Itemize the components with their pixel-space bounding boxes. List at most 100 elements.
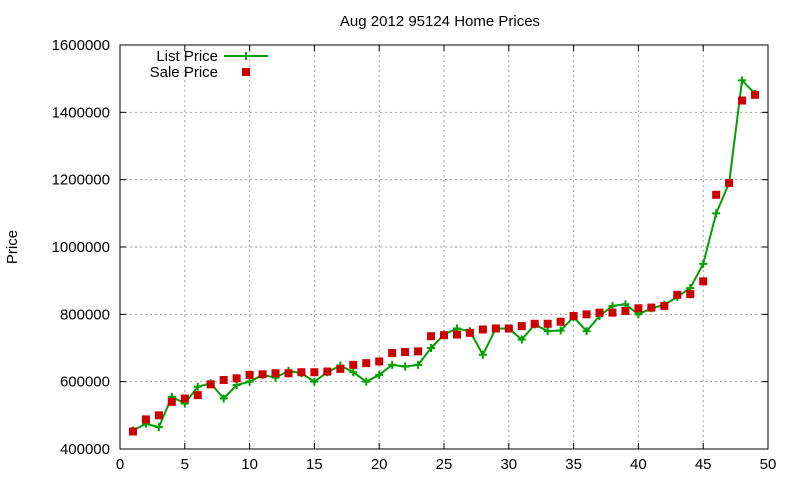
sale-price-point — [647, 303, 656, 312]
sale-price-point — [206, 380, 215, 389]
sale-price-point — [310, 368, 319, 377]
legend-sample-list-price-marker — [242, 52, 250, 60]
sale-price-point — [180, 394, 189, 403]
sale-price-point — [349, 360, 358, 369]
sale-price-point — [219, 375, 228, 384]
list-price-point — [478, 350, 487, 359]
sale-price-point — [297, 368, 306, 377]
sale-price-point — [517, 322, 526, 331]
series-sale-price — [128, 90, 760, 436]
y-axis-label: Price — [4, 230, 21, 264]
sale-price-point — [569, 312, 578, 321]
sale-price-point — [478, 325, 487, 334]
sale-price-point — [530, 319, 539, 328]
sale-price-point — [595, 308, 604, 317]
sale-price-point — [323, 367, 332, 376]
list-price-point — [543, 327, 552, 336]
sale-price-point — [686, 290, 695, 299]
list-price-point — [349, 368, 358, 377]
list-price-point — [401, 362, 410, 371]
list-price-point — [427, 344, 436, 352]
sale-price-point — [751, 90, 760, 99]
sale-price-point — [167, 397, 176, 406]
x-tick-label: 40 — [630, 456, 647, 473]
x-tick-label: 45 — [695, 456, 712, 473]
sale-price-point — [543, 319, 552, 328]
sale-price-point — [491, 324, 500, 333]
list-price-point — [699, 259, 708, 268]
list-price-point — [582, 327, 591, 336]
sale-price-point — [284, 369, 293, 378]
legend-label-sale-price: Sale Price — [150, 64, 218, 81]
sale-price-point — [673, 290, 682, 299]
y-tick-label: 600000 — [60, 374, 110, 391]
x-tick-label: 5 — [181, 456, 189, 473]
legend-label-list-price: List Price — [156, 48, 218, 65]
sale-price-point — [660, 301, 669, 310]
sale-price-point — [634, 304, 643, 313]
axes: 0 5 10 15 20 25 30 35 40 45 50 400000 600000 800000 10… — [52, 37, 777, 473]
y-tick-label: 1600000 — [52, 37, 110, 54]
grid-lines — [120, 45, 768, 449]
y-tick-label: 1200000 — [52, 172, 110, 189]
sale-price-point — [414, 347, 423, 356]
y-tick-label: 800000 — [60, 306, 110, 323]
sale-price-point — [128, 427, 137, 436]
list-price-point — [362, 377, 371, 386]
legend: List Price Sale Price — [150, 48, 268, 81]
chart-title: Aug 2012 95124 Home Prices — [340, 13, 540, 30]
sale-price-point — [582, 310, 591, 319]
list-price-point — [556, 326, 565, 335]
x-tick-label: 25 — [436, 456, 453, 473]
sale-price-point — [154, 411, 163, 420]
list-price-point — [712, 209, 721, 218]
x-tick-label: 15 — [306, 456, 323, 473]
sale-price-point — [271, 369, 280, 378]
x-tick-label: 10 — [241, 456, 258, 473]
y-tick-label: 1000000 — [52, 239, 110, 256]
sale-price-point — [712, 190, 721, 199]
sale-price-point — [440, 331, 448, 340]
list-price-point — [245, 377, 254, 386]
sale-price-point — [427, 332, 436, 341]
y-tick-label: 1400000 — [52, 104, 110, 121]
x-tick-label: 35 — [565, 456, 582, 473]
list-price-point — [414, 360, 423, 369]
list-price-point — [738, 76, 747, 85]
sale-price-point — [699, 277, 708, 286]
sale-price-point — [258, 370, 267, 379]
sale-price-point — [725, 179, 734, 188]
legend-sample-sale-price-marker — [242, 68, 250, 76]
list-price-point — [310, 377, 319, 386]
sale-price-point — [504, 324, 513, 333]
sale-price-point — [141, 415, 150, 424]
x-tick-label: 50 — [760, 456, 777, 473]
sale-price-point — [375, 357, 384, 366]
sale-price-point — [362, 359, 371, 368]
list-price-point — [517, 335, 526, 344]
list-price-point — [608, 301, 617, 310]
sale-price-point — [193, 391, 202, 400]
sale-price-point — [388, 349, 397, 358]
sale-price-point — [245, 370, 254, 379]
list-price-point — [621, 300, 630, 309]
sale-price-point — [232, 374, 241, 383]
list-price-point — [219, 394, 228, 403]
x-tick-label: 0 — [116, 456, 124, 473]
sale-price-point — [401, 348, 410, 357]
sale-price-point — [621, 306, 630, 315]
list-price-point — [375, 370, 384, 379]
sale-price-point — [608, 308, 617, 317]
x-tick-label: 20 — [371, 456, 388, 473]
y-tick-label: 400000 — [60, 441, 110, 458]
sale-price-point — [452, 330, 461, 339]
list-price-point — [388, 360, 397, 369]
list-price-point — [232, 381, 241, 390]
sale-price-point — [738, 96, 747, 105]
list-price-point — [154, 423, 163, 432]
list-price-point — [193, 382, 202, 391]
sale-price-point — [556, 317, 565, 326]
series-group — [128, 76, 760, 436]
